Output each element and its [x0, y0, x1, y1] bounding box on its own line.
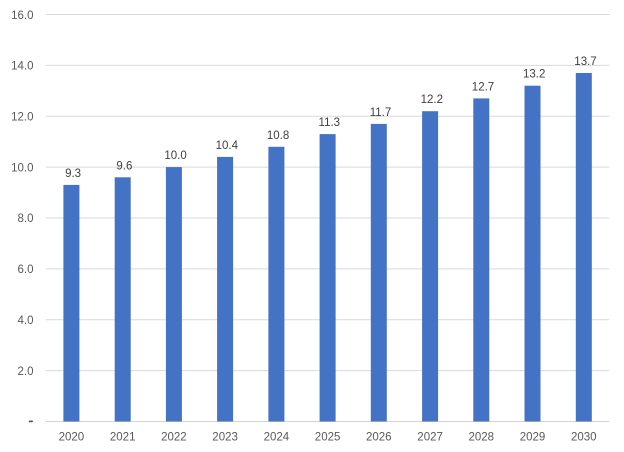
svg-text:6.0: 6.0: [18, 264, 34, 276]
svg-text:9.6: 9.6: [116, 160, 132, 172]
svg-text:2022: 2022: [161, 432, 187, 444]
svg-text:2024: 2024: [264, 432, 290, 444]
svg-text:2020: 2020: [59, 432, 85, 444]
svg-text:16.0: 16.0: [11, 10, 33, 22]
svg-text:2021: 2021: [110, 432, 136, 444]
svg-text:10.4: 10.4: [216, 140, 239, 152]
svg-text:11.3: 11.3: [319, 117, 341, 129]
svg-text:4.0: 4.0: [18, 315, 34, 327]
svg-text:12.2: 12.2: [421, 94, 443, 106]
svg-text:2030: 2030: [571, 432, 597, 444]
svg-text:2028: 2028: [469, 432, 495, 444]
svg-text:8.0: 8.0: [18, 213, 34, 225]
svg-text:2029: 2029: [520, 432, 546, 444]
svg-text:10.0: 10.0: [11, 162, 33, 174]
svg-text:10.8: 10.8: [267, 130, 289, 142]
svg-text:9.3: 9.3: [65, 168, 81, 180]
svg-text:11.7: 11.7: [370, 107, 392, 119]
svg-text:2023: 2023: [212, 432, 238, 444]
svg-text:13.2: 13.2: [523, 69, 545, 81]
svg-text:14.0: 14.0: [11, 61, 33, 73]
svg-text:2025: 2025: [315, 432, 341, 444]
svg-text:13.7: 13.7: [574, 56, 596, 68]
svg-text:10.0: 10.0: [164, 150, 186, 162]
svg-text:12.7: 12.7: [472, 81, 494, 93]
svg-text:12.0: 12.0: [11, 112, 33, 124]
svg-text:2026: 2026: [366, 432, 392, 444]
svg-text:2027: 2027: [417, 432, 443, 444]
svg-text:2.0: 2.0: [18, 366, 34, 378]
